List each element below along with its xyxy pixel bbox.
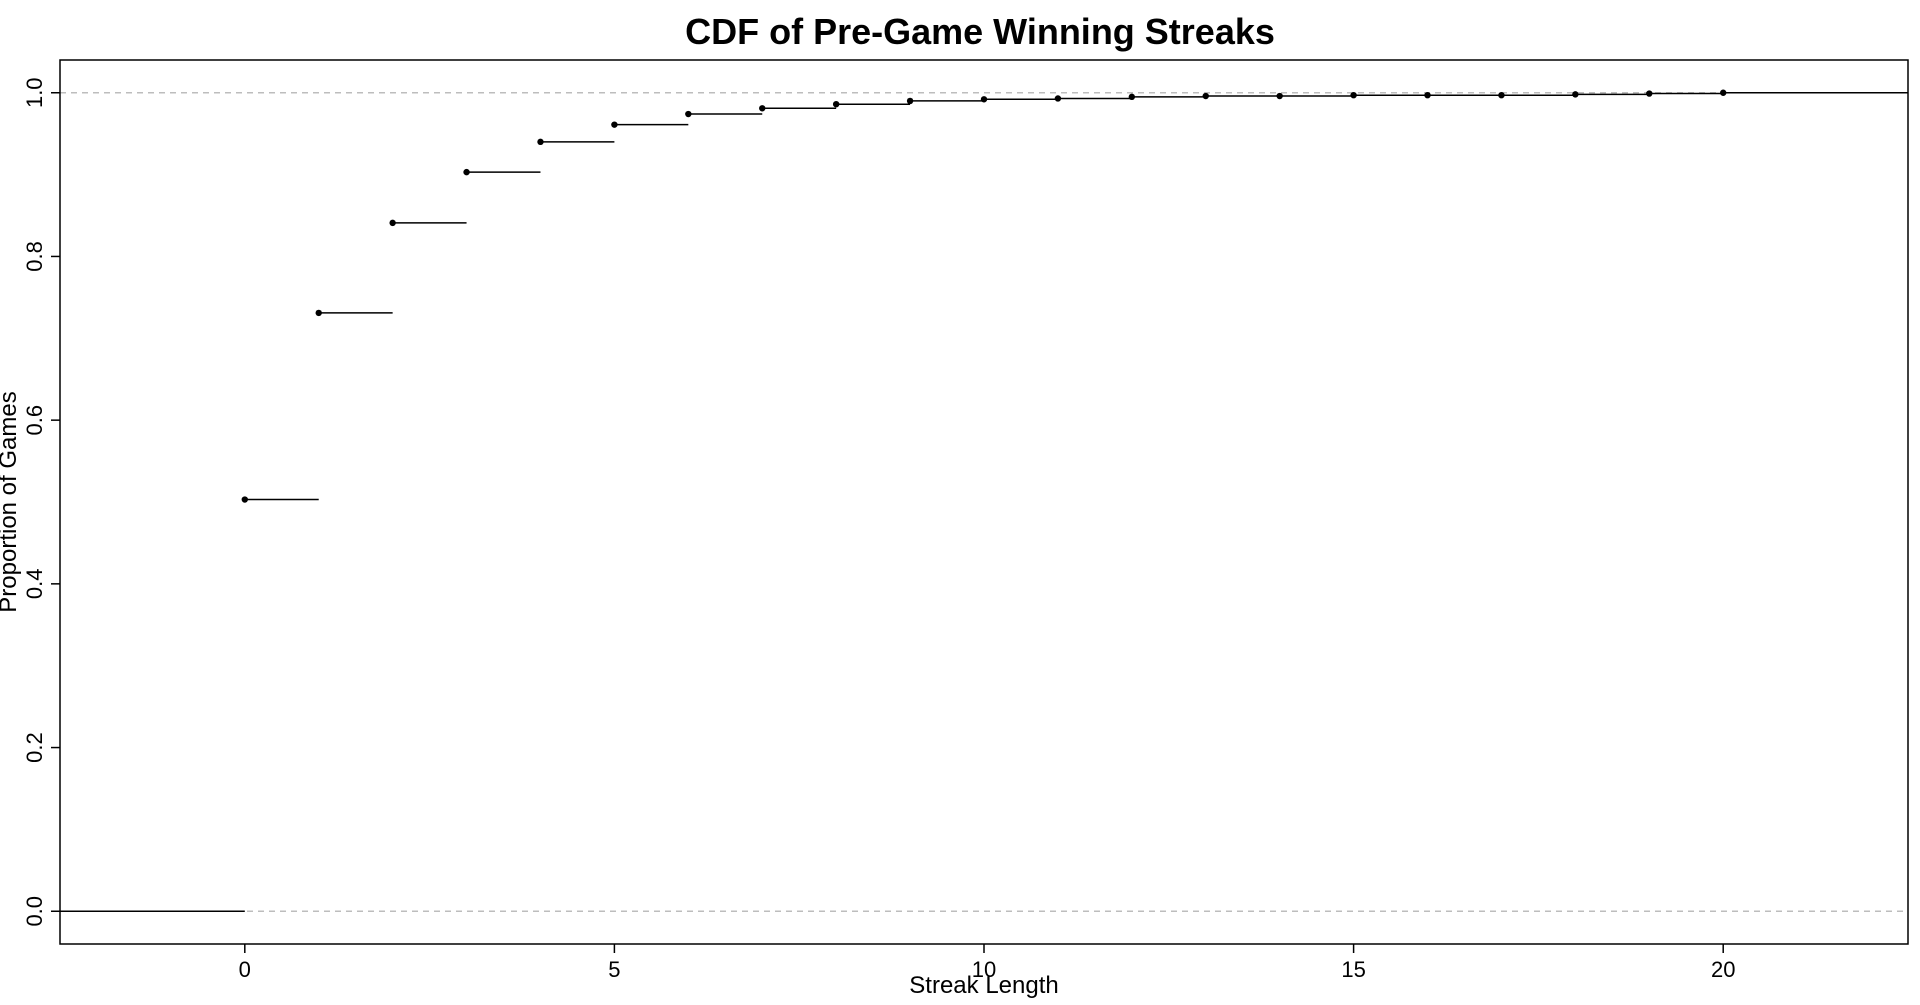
data-point bbox=[1128, 93, 1136, 101]
y-tick-label: 1.0 bbox=[22, 77, 47, 108]
data-point bbox=[1646, 90, 1653, 97]
x-tick-label: 10 bbox=[972, 957, 996, 982]
data-point bbox=[906, 97, 914, 105]
data-point bbox=[389, 219, 396, 227]
data-point bbox=[685, 110, 692, 118]
x-tick-label: 0 bbox=[239, 957, 251, 982]
data-point bbox=[832, 101, 840, 108]
data-point bbox=[1350, 91, 1357, 99]
data-point bbox=[1572, 91, 1579, 98]
chart-title: CDF of Pre-Game Winning Streaks bbox=[685, 11, 1275, 52]
y-tick-label: 0.6 bbox=[22, 405, 47, 436]
data-point bbox=[315, 309, 322, 317]
data-point bbox=[1276, 92, 1283, 100]
data-point bbox=[241, 496, 248, 503]
data-point bbox=[1424, 91, 1431, 99]
x-tick-label: 20 bbox=[1711, 957, 1735, 982]
x-tick-label: 5 bbox=[608, 957, 620, 982]
data-point bbox=[759, 105, 766, 112]
cdf-points bbox=[241, 89, 1727, 503]
data-point bbox=[1054, 95, 1062, 102]
cdf-steps bbox=[60, 91, 1908, 913]
y-tick-label: 0.0 bbox=[22, 896, 47, 927]
data-point bbox=[1202, 92, 1209, 100]
y-axis: 0.0 0.2 0.4 0.6 0.8 1.0 bbox=[22, 77, 61, 927]
data-point bbox=[1498, 91, 1505, 99]
y-tick-label: 0.8 bbox=[22, 241, 47, 272]
data-point bbox=[980, 96, 988, 103]
y-tick-label: 0.2 bbox=[22, 732, 47, 763]
data-point bbox=[537, 138, 544, 146]
data-point bbox=[1720, 89, 1727, 96]
y-tick-label: 0.4 bbox=[22, 569, 47, 600]
x-axis: 0 5 10 15 20 bbox=[239, 943, 1735, 982]
y-axis-label: Proportion of Games bbox=[0, 391, 22, 612]
data-point bbox=[611, 121, 618, 128]
reference-lines bbox=[60, 91, 1908, 913]
x-tick-label: 15 bbox=[1341, 957, 1365, 982]
x-axis-label: Streak Length bbox=[909, 972, 1058, 999]
data-point bbox=[463, 168, 470, 176]
